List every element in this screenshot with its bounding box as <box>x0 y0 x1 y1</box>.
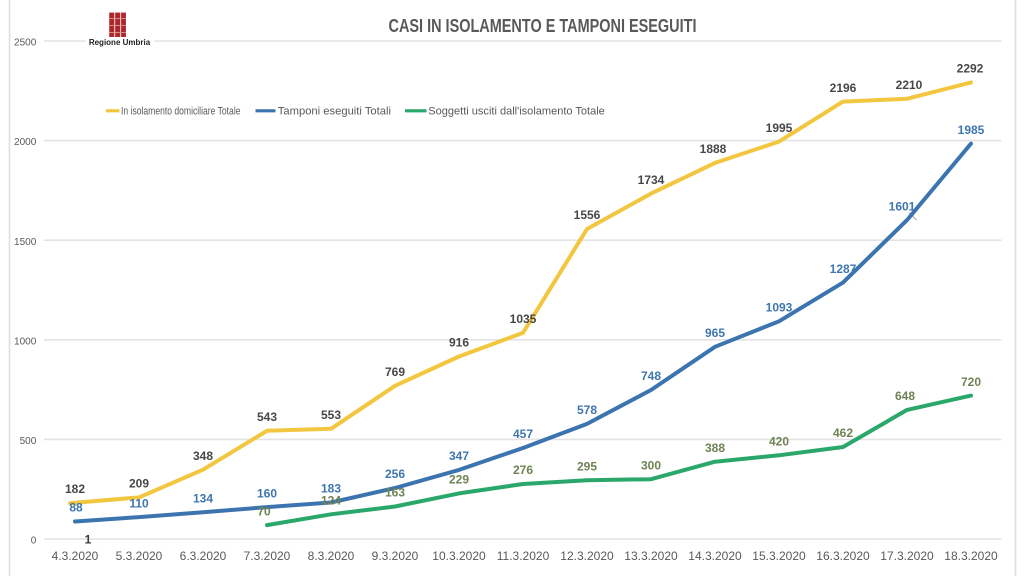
svg-text:295: 295 <box>577 459 597 473</box>
svg-text:578: 578 <box>577 403 597 417</box>
svg-text:916: 916 <box>449 336 469 350</box>
svg-text:748: 748 <box>641 369 661 383</box>
svg-text:457: 457 <box>513 427 533 441</box>
svg-text:4.3.2020: 4.3.2020 <box>52 549 99 563</box>
svg-text:10.3.2020: 10.3.2020 <box>432 549 486 563</box>
svg-text:15.3.2020: 15.3.2020 <box>752 549 806 563</box>
svg-text:420: 420 <box>769 435 789 449</box>
svg-text:2196: 2196 <box>830 81 857 95</box>
svg-text:In isolamento domiciliare Tota: In isolamento domiciliare Totale <box>121 106 241 118</box>
svg-text:9.3.2020: 9.3.2020 <box>372 549 419 563</box>
svg-text:160: 160 <box>257 486 277 500</box>
svg-text:14.3.2020: 14.3.2020 <box>688 549 742 563</box>
svg-text:8.3.2020: 8.3.2020 <box>308 549 355 563</box>
svg-text:Regione Umbria: Regione Umbria <box>89 38 151 47</box>
svg-text:1985: 1985 <box>958 123 985 137</box>
svg-text:18.3.2020: 18.3.2020 <box>944 549 998 563</box>
svg-text:1734: 1734 <box>638 173 665 187</box>
svg-text:648: 648 <box>895 389 915 403</box>
svg-text:CASI IN ISOLAMENTO E TAMPONI E: CASI IN ISOLAMENTO E TAMPONI ESEGUITI <box>389 15 697 36</box>
svg-text:11.3.2020: 11.3.2020 <box>497 549 550 563</box>
svg-text:Tamponi eseguiti Totali: Tamponi eseguiti Totali <box>278 106 391 118</box>
svg-text:183: 183 <box>321 482 341 496</box>
svg-text:229: 229 <box>449 473 469 487</box>
svg-text:720: 720 <box>961 375 981 389</box>
svg-text:1500: 1500 <box>14 237 37 248</box>
svg-text:348: 348 <box>193 449 213 463</box>
svg-text:769: 769 <box>385 365 405 379</box>
svg-text:2500: 2500 <box>14 38 37 49</box>
svg-text:110: 110 <box>129 496 149 510</box>
svg-text:2210: 2210 <box>896 78 923 92</box>
svg-text:1995: 1995 <box>766 121 793 135</box>
svg-text:965: 965 <box>705 326 725 340</box>
svg-text:1035: 1035 <box>510 312 537 326</box>
svg-text:543: 543 <box>257 410 277 424</box>
svg-text:7.3.2020: 7.3.2020 <box>244 549 291 563</box>
svg-text:16.3.2020: 16.3.2020 <box>816 549 870 563</box>
svg-text:2292: 2292 <box>957 62 984 76</box>
svg-text:0: 0 <box>31 536 37 547</box>
svg-text:276: 276 <box>513 463 533 477</box>
svg-text:209: 209 <box>129 477 149 491</box>
svg-text:1000: 1000 <box>14 336 37 347</box>
svg-text:182: 182 <box>65 482 85 496</box>
svg-text:553: 553 <box>321 408 341 422</box>
svg-text:70: 70 <box>257 504 271 518</box>
svg-text:17.3.2020: 17.3.2020 <box>880 549 934 563</box>
svg-text:1287: 1287 <box>830 262 857 276</box>
svg-text:1556: 1556 <box>574 208 601 222</box>
svg-text:500: 500 <box>20 436 37 447</box>
svg-text:462: 462 <box>833 426 853 440</box>
svg-text:5.3.2020: 5.3.2020 <box>116 549 163 563</box>
svg-text:388: 388 <box>705 441 725 455</box>
svg-text:Soggetti usciti dall'isolament: Soggetti usciti dall'isolamento Totale <box>428 106 605 118</box>
svg-text:347: 347 <box>449 449 469 463</box>
svg-text:13.3.2020: 13.3.2020 <box>624 549 678 563</box>
svg-text:1093: 1093 <box>766 301 793 315</box>
svg-text:163: 163 <box>385 486 405 500</box>
svg-text:88: 88 <box>69 501 83 515</box>
svg-text:300: 300 <box>641 458 661 472</box>
svg-text:2000: 2000 <box>14 137 37 148</box>
svg-text:1: 1 <box>85 533 92 547</box>
svg-text:12.3.2020: 12.3.2020 <box>560 549 614 563</box>
svg-text:6.3.2020: 6.3.2020 <box>180 549 227 563</box>
svg-text:1601: 1601 <box>889 199 916 213</box>
svg-text:1888: 1888 <box>700 142 727 156</box>
svg-text:134: 134 <box>193 492 213 506</box>
svg-text:124: 124 <box>321 494 341 508</box>
svg-text:256: 256 <box>385 467 405 481</box>
